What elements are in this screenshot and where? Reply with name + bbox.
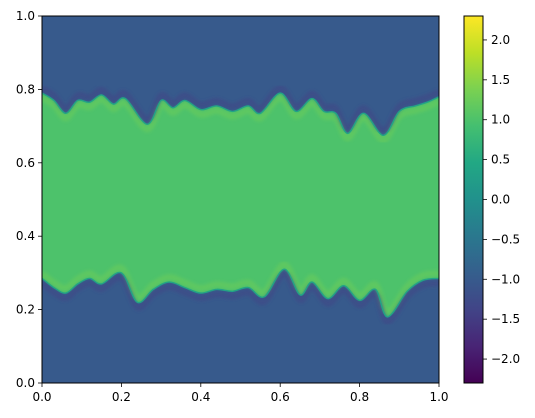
x-axis: 0.0 0.2 0.4 0.6 0.8 1.0	[32, 383, 449, 404]
y-tick-label: 1.0	[16, 9, 35, 23]
x-tick-label: 0.6	[271, 390, 290, 404]
y-tick-label: 0.2	[16, 303, 35, 317]
colorbar-tick-label: 2.0	[491, 33, 510, 47]
colorbar-tick-label: 0.0	[491, 193, 510, 207]
colorbar-ticks: 2.0 1.5 1.0 0.5 0.0 −0.5 −1.0 −1.5 −2.0	[483, 33, 520, 366]
colorbar-tick-label: 1.0	[491, 113, 510, 127]
y-axis: 0.0 0.2 0.4 0.6 0.8 1.0	[16, 9, 42, 390]
y-tick-label: 0.8	[16, 82, 35, 96]
plot-frame	[41, 15, 440, 384]
plot-area	[42, 16, 439, 383]
field-layer	[42, 85, 439, 325]
x-tick-label: 0.0	[32, 390, 51, 404]
colorbar-tick-label: 1.5	[491, 73, 510, 87]
lower-interface-line	[42, 268, 439, 318]
x-tick-label: 0.4	[191, 390, 210, 404]
colorbar: 2.0 1.5 1.0 0.5 0.0 −0.5 −1.0 −1.5 −2.0	[463, 15, 520, 384]
x-tick-label: 1.0	[429, 390, 448, 404]
y-tick-label: 0.0	[16, 376, 35, 390]
colorbar-tick-label: −2.0	[491, 352, 520, 366]
y-tick-label: 0.6	[16, 156, 35, 170]
upper-interface-halo	[42, 95, 439, 144]
y-tick-label: 0.4	[16, 229, 35, 243]
colorbar-gradient	[463, 15, 484, 384]
colorbar-tick-label: −1.5	[491, 312, 520, 326]
colorbar-tick-label: −0.5	[491, 232, 520, 246]
inner-band	[42, 93, 439, 317]
upper-interface-shadow	[42, 85, 439, 134]
colorbar-tick-label: 0.5	[491, 153, 510, 167]
lower-interface-halo	[42, 261, 439, 315]
x-tick-label: 0.2	[112, 390, 131, 404]
upper-interface-line	[42, 92, 439, 137]
x-tick-label: 0.8	[350, 390, 369, 404]
lower-interface-shadow	[42, 271, 439, 325]
colorbar-tick-label: −1.0	[491, 272, 520, 286]
